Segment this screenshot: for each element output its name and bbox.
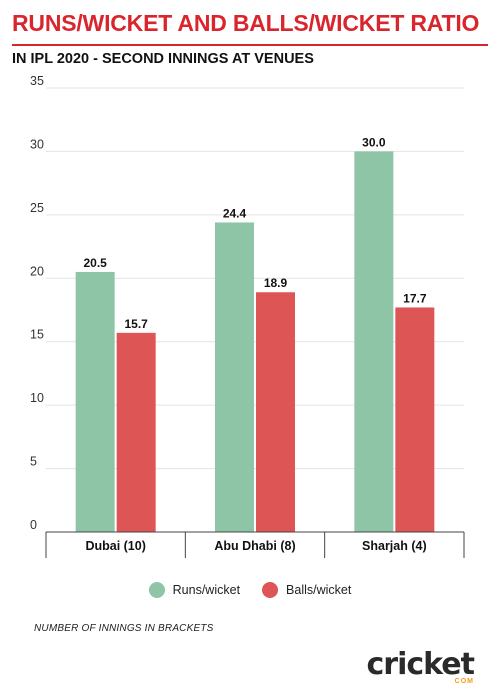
logo-suffix: COM — [454, 678, 474, 685]
y-tick-label: 10 — [30, 391, 44, 405]
logo-wordmark: cricket — [366, 647, 475, 682]
legend-label-balls: Balls/wicket — [286, 583, 352, 597]
x-tick-label: Dubai (10) — [85, 539, 145, 553]
bar-runs — [354, 151, 394, 532]
data-label: 17.7 — [403, 291, 427, 305]
chart-subtitle: IN IPL 2020 - SECOND INNINGS AT VENUES — [12, 51, 314, 67]
legend: Runs/wicket Balls/wicket — [0, 582, 500, 598]
gridlines: 0 5 10 15 20 25 30 35 — [30, 74, 464, 532]
y-tick-label: 5 — [30, 455, 37, 469]
x-tick-label: Abu Dhabi (8) — [214, 539, 295, 553]
title-underline — [12, 44, 488, 46]
bar-balls — [256, 292, 295, 532]
footnote: NUMBER OF INNINGS IN BRACKETS — [34, 623, 214, 634]
data-label: 30.0 — [362, 135, 386, 149]
legend-swatch-runs — [148, 582, 165, 598]
y-tick-label: 35 — [30, 74, 44, 88]
legend-item-balls: Balls/wicket — [262, 582, 351, 598]
bar-runs — [75, 271, 115, 532]
x-tick-label: Sharjah (4) — [362, 539, 427, 553]
bar-balls — [116, 332, 156, 532]
y-tick-label: 15 — [30, 328, 44, 342]
y-tick-label: 20 — [30, 264, 44, 278]
y-tick-label: 0 — [30, 518, 37, 532]
data-labels: 20.5 15.7 24.4 18.9 30.0 17.7 — [83, 135, 426, 330]
data-label: 24.4 — [223, 206, 247, 220]
x-axis: Dubai (10) Abu Dhabi (8) Sharjah (4) — [45, 531, 465, 558]
chart-title: RUNS/WICKET AND BALLS/WICKET RATIO — [12, 10, 480, 36]
y-tick-label: 30 — [30, 137, 44, 151]
data-label: 18.9 — [264, 276, 288, 290]
cricket-com-logo: cricket COM — [366, 647, 475, 686]
bar-balls — [395, 307, 435, 532]
data-label: 20.5 — [83, 256, 107, 270]
data-label: 15.7 — [124, 317, 148, 331]
legend-label-runs: Runs/wicket — [172, 583, 241, 597]
bar-runs — [215, 222, 254, 532]
legend-swatch-balls — [262, 582, 279, 598]
y-tick-label: 25 — [30, 201, 44, 215]
legend-item-runs: Runs/wicket — [148, 582, 241, 598]
bars — [75, 151, 435, 532]
